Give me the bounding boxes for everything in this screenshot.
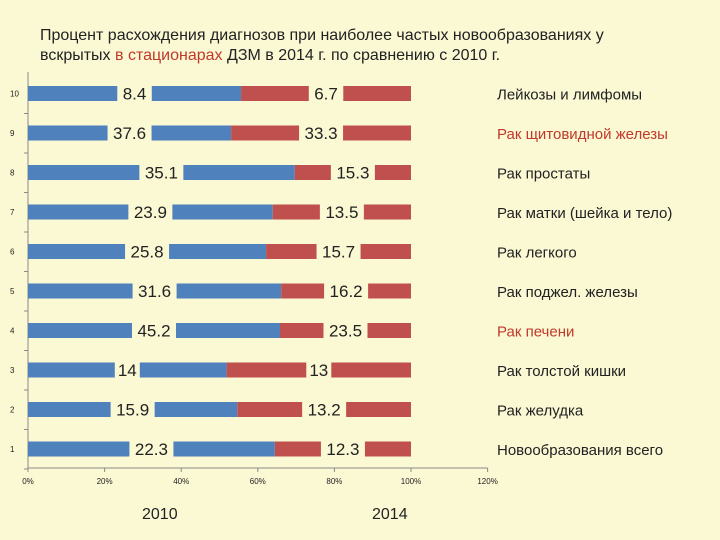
category-name: Рак щитовидной железы (497, 126, 668, 143)
chart-category-names: Новообразования всего Рак желудка Рак толс… (497, 87, 672, 460)
x-tick-label: 40% (173, 477, 189, 486)
x-tick-label: 60% (250, 477, 266, 486)
data-label-2014-bg (320, 438, 365, 459)
category-name: Лейкозы и лимфомы (497, 87, 642, 104)
x-tick-label: 120% (477, 477, 497, 486)
y-tick-label: 1 (10, 445, 15, 454)
data-label-2010: 14 (118, 361, 137, 380)
data-label-2010: 45.2 (137, 322, 170, 341)
category-name: Рак печени (497, 324, 574, 341)
data-label-2014: 16.2 (330, 282, 363, 301)
x-tick-label: 0% (22, 477, 34, 486)
year-label-2014: 2014 (372, 506, 408, 523)
chart-title: Процент расхождения диагнозов при наибол… (40, 26, 680, 66)
category-name: Рак толстой кишки (497, 363, 626, 380)
data-label-2010: 22.3 (135, 440, 168, 459)
data-label-2014: 23.5 (329, 322, 362, 341)
x-tick-label: 100% (401, 477, 421, 486)
category-name: Рак простаты (497, 166, 590, 183)
data-label-2010-bg (107, 122, 152, 143)
year-label-2010: 2010 (142, 506, 178, 523)
data-label-2014: 12.3 (326, 440, 359, 459)
data-label-2014: 15.3 (336, 164, 369, 183)
data-label-2010-bg (114, 359, 140, 380)
data-label-2014-bg (299, 122, 344, 143)
category-name: Рак матки (шейка и тело) (497, 205, 672, 222)
chart-data-labels: 22.3 12.3 15.9 13.2 14 13 45.2 23.5 31.6 16.2 25.8… (107, 82, 375, 459)
x-tick-label: 80% (326, 477, 342, 486)
title-line-1: Процент расхождения диагнозов при наибол… (40, 27, 604, 44)
data-label-2014: 33.3 (305, 124, 338, 143)
data-label-2010: 35.1 (145, 164, 178, 183)
y-tick-label: 9 (10, 129, 15, 138)
y-tick-label: 10 (10, 90, 19, 99)
data-label-2010-bg (131, 319, 176, 341)
data-label-2010-bg (132, 280, 177, 301)
data-label-2014-bg (308, 82, 344, 104)
data-label-2014-bg (316, 240, 361, 262)
data-label-2010-bg (125, 240, 170, 262)
data-label-2010-bg (128, 201, 173, 222)
data-label-2010-bg (129, 438, 174, 459)
data-label-2014-bg (302, 398, 347, 420)
data-label-2010-bg (110, 398, 155, 420)
title-line-2-highlight: в стационарах (115, 47, 223, 64)
category-name: Новообразования всего (497, 442, 663, 459)
x-tick-label: 20% (97, 477, 113, 486)
title-line-2-a: вскрытых (40, 47, 115, 64)
data-label-2010: 23.9 (134, 203, 167, 222)
data-label-2014: 13 (309, 361, 328, 380)
category-name: Рак желудка (497, 403, 584, 420)
y-tick-label: 3 (10, 366, 15, 375)
y-tick-label: 2 (10, 406, 15, 415)
data-label-2010: 15.9 (116, 401, 149, 420)
data-label-2014: 13.5 (325, 203, 358, 222)
category-name: Рак легкого (497, 245, 577, 262)
chart-bars (28, 86, 411, 457)
data-label-2014-bg (324, 280, 369, 301)
data-label-2014: 6.7 (314, 85, 338, 104)
data-label-2010: 8.4 (123, 85, 147, 104)
data-label-2014-bg (323, 319, 368, 341)
data-label-2014-bg (330, 161, 375, 183)
y-tick-label: 8 (10, 169, 15, 178)
category-name: Рак поджел. железы (497, 284, 638, 301)
y-tick-label: 7 (10, 208, 15, 217)
data-label-2010-bg (117, 82, 152, 104)
data-label-2014-bg (319, 201, 364, 222)
data-label-2010-bg (139, 161, 184, 183)
data-label-2010: 31.6 (138, 282, 171, 301)
y-tick-label: 6 (10, 248, 15, 257)
data-label-2010: 25.8 (131, 243, 164, 262)
data-label-2010: 37.6 (113, 124, 146, 143)
title-line-2-c: ДЗМ в 2014 г. по сравнению с 2010 г. (222, 47, 501, 64)
y-tick-label: 5 (10, 287, 15, 296)
data-label-2014: 13.2 (308, 401, 341, 420)
data-label-2014-bg (306, 359, 332, 380)
y-tick-label: 4 (10, 327, 15, 336)
chart-axes: 0% 20% 40% 60% 80% 100% 120% 1 2 3 4 5 6 7 8 9 10 (10, 72, 498, 486)
data-label-2014: 15.7 (322, 243, 355, 262)
title-line-2: вскрытых в стационарах ДЗМ в 2014 г. по … (40, 46, 680, 66)
